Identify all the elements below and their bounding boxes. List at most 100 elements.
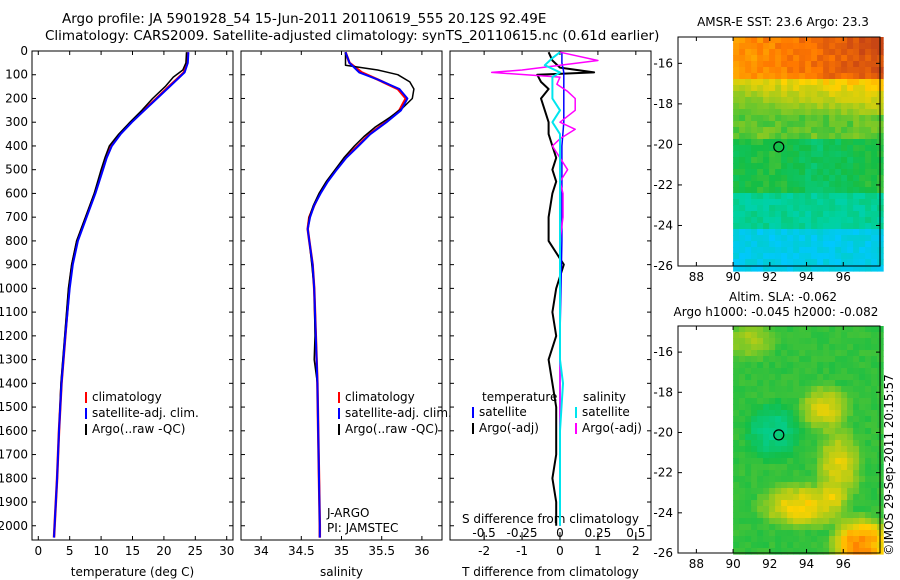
sla-map-cell — [793, 410, 800, 417]
sla-map-cell — [871, 452, 878, 459]
sst-map-cell — [805, 73, 812, 80]
sla-map-cell — [871, 386, 878, 393]
sla-map-cell — [859, 458, 866, 465]
sst-map-cell — [865, 229, 872, 236]
sst-map-cell — [829, 85, 836, 92]
sla-map-cell — [817, 338, 824, 345]
sla-map-cell — [793, 500, 800, 507]
sst-map-cell — [829, 265, 836, 272]
sla-map-cell — [769, 542, 776, 549]
sst-map-cell — [739, 79, 746, 86]
sla-map-cell — [811, 440, 818, 447]
sla-map-cell — [853, 326, 860, 333]
sla-map-cell — [859, 530, 866, 537]
sla-map-cell — [823, 470, 830, 477]
sst-map-cell — [769, 223, 776, 230]
sla-map-cell — [823, 350, 830, 357]
sst-map-cell — [781, 37, 788, 44]
sla-map-cell — [733, 506, 740, 513]
sla-map-cell — [763, 494, 770, 501]
sla-map-cell — [829, 458, 836, 465]
sst-map-cell — [823, 193, 830, 200]
salinity-tick-label: 36 — [414, 544, 429, 558]
sla-map-cell — [847, 530, 854, 537]
sst-map-cell — [763, 55, 770, 62]
sla-map-cell — [787, 518, 794, 525]
sst-map-cell — [841, 205, 848, 212]
sst-map-cell — [739, 115, 746, 122]
sst-map-cell — [787, 193, 794, 200]
sst-map-cell — [751, 61, 758, 68]
sst-map-cell — [805, 61, 812, 68]
sla-map-cell — [751, 488, 758, 495]
sst-map-cell — [799, 205, 806, 212]
sla-map-cell — [787, 356, 794, 363]
sla-map-cell — [799, 326, 806, 333]
sst-map-cell — [859, 169, 866, 176]
sst-map-cell — [823, 67, 830, 74]
sla-map-cell — [769, 374, 776, 381]
sst-map-cell — [793, 61, 800, 68]
sla-map-cell — [733, 422, 740, 429]
sst-map-cell — [799, 211, 806, 218]
sla-map-cell — [733, 452, 740, 459]
sla-map-cell — [841, 506, 848, 513]
sla-map-cell — [817, 374, 824, 381]
sla-map-cell — [757, 380, 764, 387]
sla-map-cell — [853, 368, 860, 375]
sla-map-cell — [865, 398, 872, 405]
sla-map-ytick-label: -16 — [653, 345, 673, 359]
sst-map-cell — [871, 181, 878, 188]
sst-map-cell — [775, 163, 782, 170]
sla-map-cell — [811, 464, 818, 471]
sst-map-cell — [871, 127, 878, 134]
sla-map-cell — [841, 422, 848, 429]
sla-map-cell — [763, 344, 770, 351]
sla-map-cell — [793, 392, 800, 399]
sla-map-cell — [835, 452, 842, 459]
sla-map-cell — [817, 356, 824, 363]
sst-map-cell — [751, 151, 758, 158]
sst-map-cell — [853, 91, 860, 98]
sst-map-cell — [871, 55, 878, 62]
sla-map-cell — [805, 476, 812, 483]
sst-map-cell — [745, 103, 752, 110]
sla-map-cell — [775, 470, 782, 477]
sla-map-cell — [829, 464, 836, 471]
sst-map-cell — [859, 211, 866, 218]
sla-map-cell — [799, 338, 806, 345]
sla-map-cell — [859, 476, 866, 483]
sst-map-cell — [829, 37, 836, 44]
sla-map-cell — [799, 470, 806, 477]
sst-map-cell — [787, 133, 794, 140]
sla-map-cell — [787, 332, 794, 339]
sst-map-cell — [865, 169, 872, 176]
sla-map-cell — [763, 452, 770, 459]
sst-map-cell — [871, 85, 878, 92]
sst-map-cell — [853, 85, 860, 92]
sst-map-cell — [799, 187, 806, 194]
sst-map-cell — [745, 37, 752, 44]
sst-map-cell — [757, 265, 764, 272]
sst-map-cell — [829, 103, 836, 110]
sla-map-cell — [793, 482, 800, 489]
sst-map-cell — [787, 91, 794, 98]
sst-map-cell — [823, 109, 830, 116]
sla-map-cell — [817, 464, 824, 471]
sst-map-cell — [871, 253, 878, 260]
sla-map-cell — [733, 326, 740, 333]
sst-map-cell — [865, 61, 872, 68]
sst-map-cell — [817, 157, 824, 164]
salinity-tick-label: 34.5 — [288, 544, 315, 558]
sla-map-cell — [823, 464, 830, 471]
sst-map-cell — [835, 163, 842, 170]
sla-map-cell — [859, 362, 866, 369]
sla-map-cell — [757, 404, 764, 411]
sst-map-cell — [853, 181, 860, 188]
sst-map-cell — [865, 163, 872, 170]
sla-map-cell — [829, 440, 836, 447]
sla-map-cell — [823, 362, 830, 369]
sla-map-cell — [793, 476, 800, 483]
sla-map-cell — [835, 392, 842, 399]
sla-map-cell — [799, 494, 806, 501]
